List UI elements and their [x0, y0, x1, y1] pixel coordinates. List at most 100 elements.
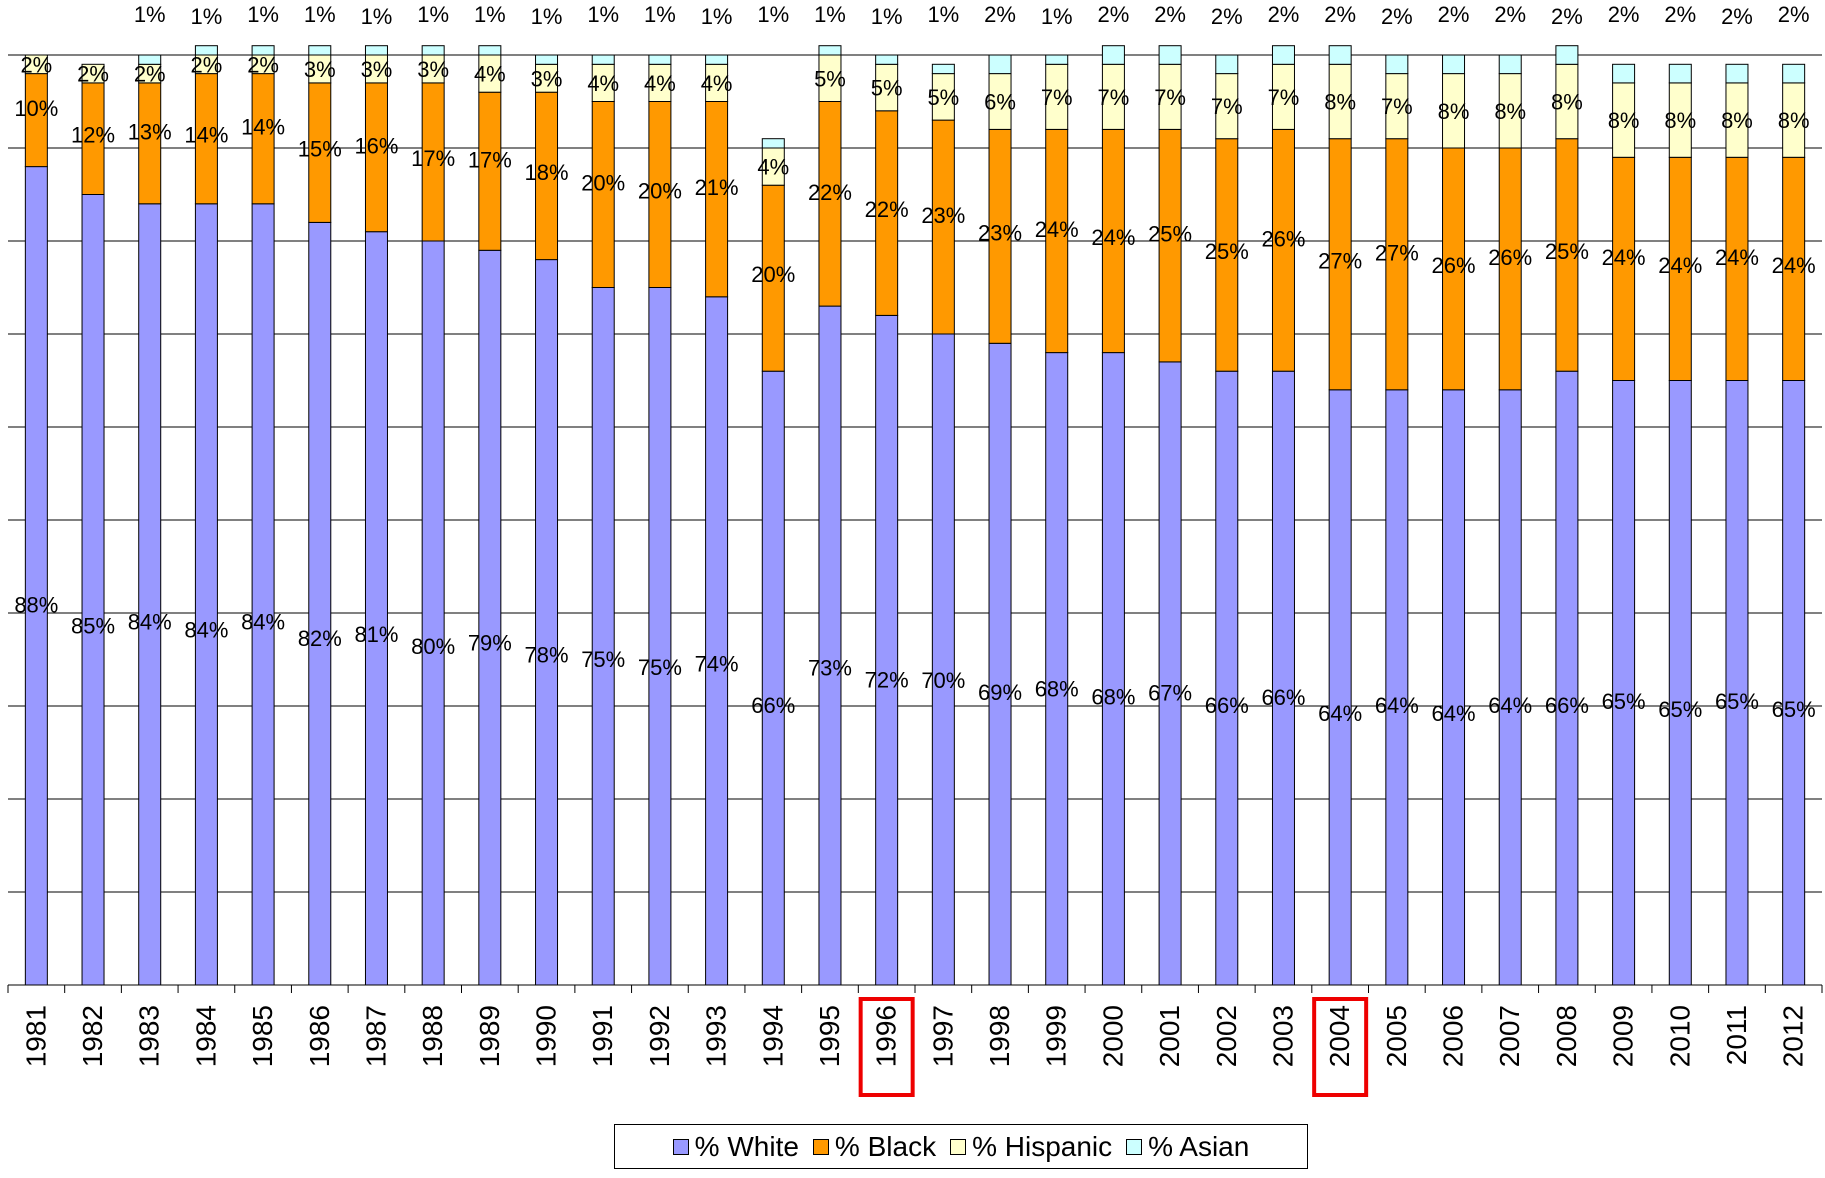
- data-label: 20%: [581, 171, 625, 196]
- bar-segment: [81, 63, 105, 84]
- data-label: 27%: [1318, 248, 1362, 273]
- bar-segment: [81, 194, 105, 986]
- bar-segment: [761, 138, 785, 149]
- data-label: 2%: [1721, 4, 1753, 29]
- x-tick-label: 1984: [190, 1005, 221, 1067]
- bar-segment: [1158, 361, 1182, 986]
- bar-segment: [931, 333, 955, 986]
- bar-segment: [1045, 54, 1069, 65]
- data-label: 4%: [644, 71, 676, 96]
- bar-segment: [931, 63, 955, 75]
- bar-segment: [138, 203, 162, 986]
- bar-segment: [478, 249, 502, 986]
- data-label: 66%: [1205, 693, 1249, 718]
- bar-segment: [1498, 54, 1522, 75]
- data-label: 26%: [1261, 226, 1305, 251]
- data-label: 70%: [921, 668, 965, 693]
- data-label: 4%: [701, 71, 733, 96]
- x-tick-label: 1996: [871, 1005, 902, 1067]
- data-label: 65%: [1772, 697, 1816, 722]
- data-label: 69%: [978, 680, 1022, 705]
- bar-segment: [1385, 54, 1409, 75]
- bar-segment: [308, 221, 332, 986]
- data-label: 2%: [1211, 4, 1243, 29]
- data-label: 15%: [298, 137, 342, 162]
- bar-segment: [421, 240, 445, 986]
- data-label: 2%: [1324, 2, 1356, 27]
- legend-item: % Asian: [1126, 1131, 1249, 1163]
- x-tick-label: 2001: [1154, 1005, 1185, 1067]
- bar-segment: [1328, 389, 1352, 986]
- x-tick-label: 2003: [1267, 1005, 1298, 1067]
- data-label: 2%: [1268, 2, 1300, 27]
- bar-segment: [988, 54, 1012, 75]
- bar-segment: [138, 54, 162, 65]
- data-label: 3%: [417, 57, 449, 82]
- bar-segment: [705, 54, 729, 65]
- data-label: 25%: [1148, 222, 1192, 247]
- data-label: 18%: [525, 160, 569, 185]
- data-label: 2%: [1608, 2, 1640, 27]
- x-tick-label: 2008: [1551, 1005, 1582, 1067]
- data-label: 23%: [978, 220, 1022, 245]
- data-label: 1%: [417, 2, 449, 27]
- data-label: 1%: [304, 2, 336, 27]
- bar-segment: [1612, 63, 1636, 84]
- data-label: 3%: [361, 57, 393, 82]
- x-tick-label: 1989: [474, 1005, 505, 1067]
- legend-label: % White: [694, 1130, 799, 1162]
- bar-segment: [24, 166, 48, 986]
- data-label: 1%: [191, 4, 223, 29]
- x-tick-label: 1995: [814, 1005, 845, 1067]
- x-tick-label: 1997: [927, 1005, 958, 1067]
- bar-segment: [1668, 380, 1692, 986]
- bar-segment: [1555, 370, 1579, 986]
- data-label: 13%: [128, 119, 172, 144]
- data-label: 65%: [1715, 689, 1759, 714]
- data-label: 1%: [587, 2, 619, 27]
- data-label: 8%: [1551, 90, 1583, 115]
- data-label: 8%: [1608, 108, 1640, 133]
- bar-segment: [1328, 45, 1352, 65]
- data-label: 2%: [247, 52, 279, 77]
- data-label: 4%: [474, 62, 506, 87]
- bar-segment: [591, 54, 615, 65]
- bar-segment: [705, 296, 729, 986]
- data-label: 1%: [644, 2, 676, 27]
- data-label: 2%: [1154, 2, 1186, 27]
- data-label: 7%: [1041, 85, 1073, 110]
- x-tick-label: 1986: [304, 1005, 335, 1067]
- data-label: 79%: [468, 630, 512, 655]
- x-tick-label: 2010: [1664, 1005, 1695, 1067]
- data-label: 14%: [241, 115, 285, 140]
- bar-segment: [1271, 370, 1295, 986]
- x-tick-label: 1990: [531, 1005, 562, 1067]
- data-label: 7%: [1268, 85, 1300, 110]
- data-label: 1%: [757, 2, 789, 27]
- bar-segment: [1101, 352, 1125, 986]
- data-label: 2%: [20, 52, 52, 77]
- data-label: 22%: [808, 180, 852, 205]
- bar-segment: [1668, 63, 1692, 84]
- data-label: 64%: [1488, 693, 1532, 718]
- data-label: 64%: [1432, 701, 1476, 726]
- data-label: 3%: [304, 57, 336, 82]
- data-label: 7%: [1211, 94, 1243, 119]
- data-label: 3%: [531, 66, 563, 91]
- x-tick-label: 2004: [1324, 1005, 1355, 1067]
- bar-segment: [1385, 389, 1409, 986]
- data-label: 81%: [354, 622, 398, 647]
- bar-segment: [535, 54, 559, 65]
- data-label: 8%: [1324, 90, 1356, 115]
- bar-segment: [1782, 63, 1806, 84]
- data-label: 24%: [1035, 217, 1079, 242]
- x-tick-label: 2006: [1438, 1005, 1469, 1067]
- data-label: 14%: [184, 123, 228, 148]
- data-label: 24%: [1715, 245, 1759, 270]
- x-tick-label: 1987: [360, 1005, 391, 1067]
- data-label: 65%: [1658, 697, 1702, 722]
- gridlines: [8, 54, 1822, 986]
- data-label: 68%: [1035, 676, 1079, 701]
- data-label: 24%: [1091, 225, 1135, 250]
